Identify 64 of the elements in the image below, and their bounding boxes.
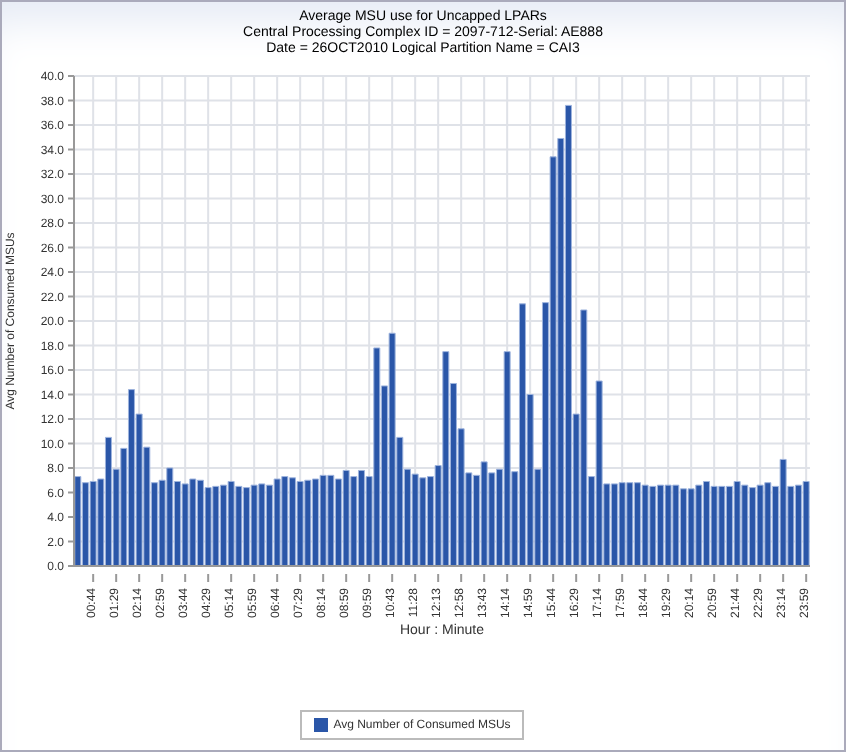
bar — [503, 351, 511, 566]
bar — [104, 436, 112, 566]
bar — [679, 488, 687, 566]
bar — [595, 380, 603, 566]
bar — [127, 389, 135, 566]
bar — [204, 487, 212, 566]
bar — [219, 484, 227, 566]
bar — [518, 303, 526, 566]
bar — [710, 485, 718, 566]
bar — [189, 478, 197, 566]
bar — [672, 484, 680, 566]
bar — [733, 480, 741, 566]
bar — [350, 476, 358, 566]
bar — [718, 485, 726, 566]
bar — [196, 479, 204, 566]
bar — [181, 483, 189, 566]
bar — [342, 469, 350, 566]
bar — [633, 482, 641, 566]
bar — [564, 104, 572, 566]
bar — [166, 467, 174, 566]
bar — [442, 351, 450, 566]
bar — [748, 487, 756, 566]
bar — [741, 484, 749, 566]
bar — [702, 480, 710, 566]
bar — [273, 478, 281, 566]
bar — [664, 484, 672, 566]
bar — [756, 484, 764, 566]
bar — [327, 474, 335, 566]
bar — [419, 477, 427, 566]
bar — [296, 480, 304, 566]
bar — [258, 483, 266, 566]
bar — [411, 473, 419, 566]
bar — [242, 487, 250, 566]
bar — [480, 461, 488, 566]
bar — [288, 477, 296, 566]
bar — [304, 479, 312, 566]
bar — [779, 458, 787, 566]
bar — [235, 485, 243, 566]
bar — [212, 485, 220, 566]
bar — [580, 309, 588, 566]
bar — [227, 480, 235, 566]
bar — [649, 485, 657, 566]
bar — [764, 482, 772, 566]
bar — [281, 476, 289, 566]
bar — [81, 482, 89, 566]
bar — [610, 483, 618, 566]
bar — [357, 469, 365, 566]
bar — [89, 480, 97, 566]
bar — [250, 484, 258, 566]
bar — [626, 482, 634, 566]
bar — [311, 478, 319, 566]
bar — [388, 332, 396, 566]
bar — [618, 482, 626, 566]
bar — [656, 484, 664, 566]
bar — [373, 347, 381, 566]
bar — [725, 485, 733, 566]
bar — [794, 484, 802, 566]
bar — [802, 480, 810, 566]
bar — [334, 478, 342, 566]
bar — [687, 488, 695, 566]
bar — [641, 484, 649, 566]
bar — [695, 484, 703, 566]
bar — [265, 484, 273, 566]
bar — [319, 474, 327, 566]
